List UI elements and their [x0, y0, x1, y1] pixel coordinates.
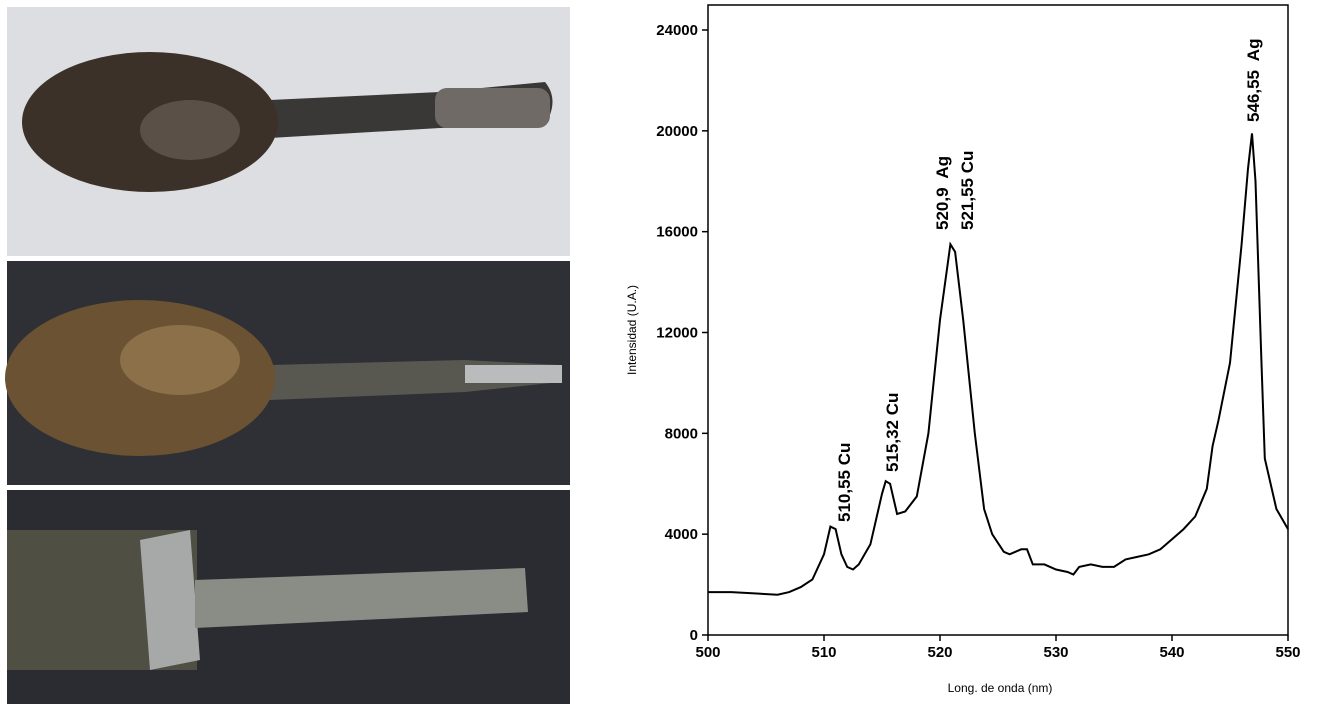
- spoon-highlight: [120, 325, 240, 395]
- spoon-tip: [435, 88, 550, 128]
- peak-annotation: 515,32 Cu: [883, 393, 902, 472]
- spoon-highlight: [140, 100, 240, 160]
- y-tick-label: 24000: [656, 22, 698, 39]
- y-tick-label: 4000: [665, 526, 698, 543]
- x-tick-label: 510: [811, 644, 836, 661]
- metal-strip: [195, 568, 528, 628]
- x-tick-label: 520: [927, 644, 952, 661]
- photos: [5, 7, 570, 704]
- x-axis-label: Long. de onda (nm): [948, 681, 1053, 695]
- peak-annotation: 510,55 Cu: [835, 443, 854, 522]
- spectrum-line: [708, 133, 1289, 596]
- metal-flake: [140, 530, 200, 670]
- x-tick-label: 550: [1275, 644, 1300, 661]
- y-axis-label: Intensidad (U.A.): [625, 285, 639, 375]
- chart: Long. de onda (nm) Intensidad (U.A.) 0 40…: [625, 4, 1301, 695]
- peak-annotation: 520,9 Ag: [933, 156, 952, 230]
- peak-annotation: 521,55 Cu: [958, 151, 977, 230]
- peak-annotation: 546,55 Ag: [1244, 39, 1263, 122]
- x-tick-label: 540: [1159, 644, 1184, 661]
- y-tick-label: 12000: [656, 325, 698, 342]
- y-tick-label: 8000: [665, 425, 698, 442]
- y-tick-label: 20000: [656, 123, 698, 140]
- plot-frame: [707, 4, 1289, 636]
- spoon-metal: [465, 365, 562, 383]
- x-tick-label: 500: [695, 644, 720, 661]
- y-tick-label: 16000: [656, 224, 698, 241]
- x-tick-label: 530: [1043, 644, 1068, 661]
- y-tick-label: 0: [690, 627, 698, 644]
